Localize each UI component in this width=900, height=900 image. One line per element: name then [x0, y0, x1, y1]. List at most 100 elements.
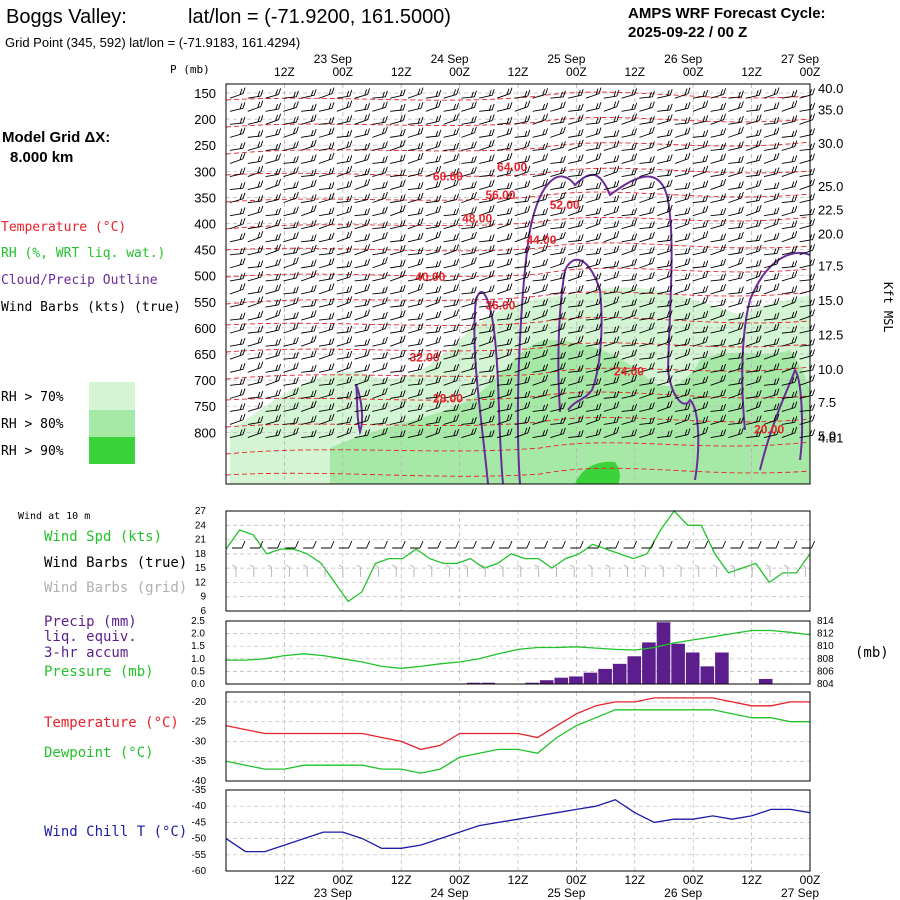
wind-barb: [390, 375, 406, 386]
wind-barb: [692, 115, 709, 125]
time-tick-top: 00Z: [800, 65, 821, 79]
wind-barb: [372, 115, 388, 125]
wind-barb: [763, 312, 780, 321]
wind-barb: [372, 181, 388, 191]
wind-barb: [692, 245, 709, 256]
wind-barb: [372, 402, 388, 412]
wind-barb: [301, 114, 317, 125]
wind-barb: [568, 429, 584, 438]
wind-barb: [283, 257, 299, 269]
wind-barb: [746, 310, 762, 321]
wind-barb: [283, 166, 299, 177]
wind-barb: [514, 336, 531, 347]
wind-barb: [496, 283, 513, 295]
wind-barb: [479, 400, 495, 412]
wind-barb-grid: [320, 564, 326, 577]
wind-barb: [443, 113, 460, 125]
wind-barb: [496, 413, 513, 425]
wind-barb: [229, 232, 246, 243]
wind-barb: [603, 325, 620, 334]
wind-barb: [585, 413, 602, 425]
wind-barb: [407, 272, 424, 282]
wind-barb: [301, 324, 317, 334]
wind-barb: [799, 168, 816, 177]
wind-barb: [283, 221, 299, 230]
wind-barb: [425, 231, 442, 243]
wind-barb: [229, 116, 246, 125]
wind-barb: [479, 179, 495, 191]
time-tick-top: 12Z: [508, 65, 529, 79]
wind-barb: [568, 244, 584, 256]
wind-barb-grid: [356, 564, 362, 577]
wind-barb: [781, 426, 798, 438]
wind-barb: [621, 128, 638, 138]
wind-barb: [550, 362, 566, 373]
wind-barb: [479, 259, 495, 269]
wind-barb: [550, 231, 566, 243]
wind-barb: [390, 103, 406, 112]
wind-barb: [301, 390, 317, 399]
precip-label-3: 3-hr accum: [44, 645, 128, 661]
wind-barb: [763, 167, 780, 177]
wind-barb: [657, 350, 673, 360]
wind-barb: [407, 167, 424, 177]
wind-barb: [514, 350, 531, 360]
wind-barb: [354, 244, 371, 256]
wind-chill-tick-label: -50: [192, 834, 207, 845]
wind-barb-grid: [498, 564, 504, 577]
wind-tick-label: 6: [200, 606, 206, 617]
wind-barb: [496, 142, 513, 151]
wind-barb-true: [303, 540, 317, 549]
wind-barb: [425, 285, 442, 295]
wind-barb: [532, 208, 549, 217]
wind-barb: [496, 152, 513, 164]
wind-barb: [799, 102, 816, 112]
wind-barb: [728, 402, 744, 412]
wind-barb: [657, 415, 673, 425]
wind-barb: [247, 270, 264, 282]
wind-barb-grid: [267, 564, 273, 577]
wind-barb: [585, 388, 602, 399]
wind-barb: [229, 377, 246, 386]
wind-barb: [496, 167, 513, 177]
wind-barb: [657, 129, 673, 138]
wind-barb: [318, 116, 335, 125]
wind-barb: [692, 205, 709, 217]
wind-barb: [283, 402, 299, 412]
wind-barb: [639, 311, 655, 321]
wind-barb: [639, 286, 655, 295]
wind-barb: [692, 401, 709, 412]
wind-barb: [318, 413, 335, 425]
barbs-grid-label: Wind Barbs (grid): [44, 580, 187, 596]
wind-barb: [692, 296, 709, 308]
wind-barb: [425, 361, 442, 373]
wind-barb: [390, 400, 406, 412]
wind-barb: [265, 349, 282, 360]
wind-barb: [621, 178, 638, 190]
wind-barb: [728, 141, 744, 151]
wind-barb: [479, 234, 495, 243]
wind-barb: [461, 271, 477, 282]
wind-barb: [496, 207, 513, 217]
wind-barb: [407, 337, 424, 347]
wind-barb: [265, 244, 282, 256]
precip-bar: [539, 680, 554, 684]
wind-barb: [674, 377, 691, 386]
wind-barb: [514, 220, 531, 230]
wind-barb: [247, 285, 264, 295]
wind-barb: [265, 102, 282, 112]
cloud-outline: [516, 173, 700, 485]
wind-barb: [657, 179, 673, 191]
time-tick-bottom: 12Z: [391, 873, 412, 887]
wind-barb: [728, 311, 744, 321]
wind-barb: [301, 415, 317, 425]
wind-barb: [496, 232, 513, 243]
pressure-tick-label: 650: [194, 347, 216, 362]
legend-rh: RH (%, WRT liq. wat.): [1, 246, 165, 261]
wind-barb-grid: [552, 564, 557, 577]
wind-barb-grid: [801, 564, 807, 577]
wind-barb: [781, 350, 798, 360]
wind-barb: [781, 195, 798, 204]
wind-barb: [443, 298, 460, 308]
wind-barb: [781, 260, 798, 269]
